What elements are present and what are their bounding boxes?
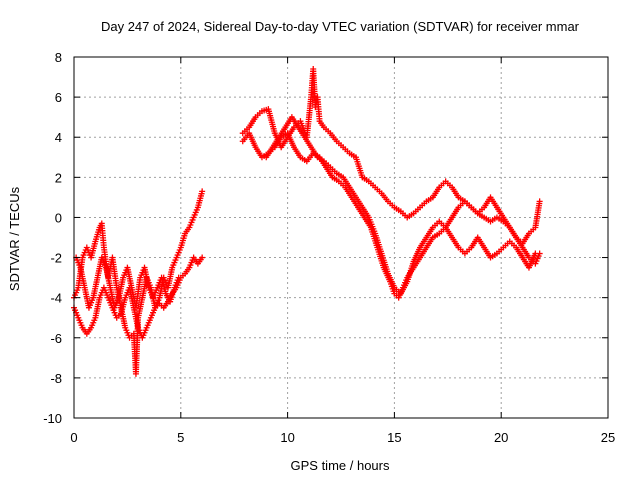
- x-tick-label: 5: [177, 430, 184, 445]
- y-tick-label: 8: [55, 50, 62, 65]
- y-tick-label: -6: [50, 331, 62, 346]
- y-axis-label: SDTVAR / TECUs: [7, 186, 22, 291]
- y-tick-label: -10: [43, 411, 62, 426]
- x-tick-label: 20: [494, 430, 508, 445]
- data-point: [199, 188, 206, 195]
- data-point: [175, 274, 182, 281]
- series-track-c: [73, 254, 182, 311]
- y-tick-label: -4: [50, 291, 62, 306]
- x-tick-label: 10: [280, 430, 294, 445]
- y-tick-label: -8: [50, 371, 62, 386]
- chart-title: Day 247 of 2024, Sidereal Day-to-day VTE…: [101, 19, 580, 34]
- x-tick-label: 0: [70, 430, 77, 445]
- y-tick-label: 2: [55, 170, 62, 185]
- grid: [74, 57, 608, 418]
- data-point: [536, 198, 543, 205]
- x-tick-label: 25: [601, 430, 615, 445]
- y-tick-label: 0: [55, 210, 62, 225]
- y-tick-label: -2: [50, 251, 62, 266]
- x-axis-label: GPS time / hours: [291, 458, 390, 473]
- y-tick-label: 4: [55, 130, 62, 145]
- x-tick-label: 15: [387, 430, 401, 445]
- data-layer: [71, 66, 543, 377]
- y-tick-label: 6: [55, 90, 62, 105]
- data-point: [532, 250, 539, 257]
- data-point: [199, 254, 206, 261]
- plot-frame: [73, 56, 609, 419]
- series-track-f: [263, 114, 539, 297]
- axis-ticks: 0 5 10 15 20 25 -10 -8 -6 -4 -2 0 2 4 6 8: [43, 50, 615, 445]
